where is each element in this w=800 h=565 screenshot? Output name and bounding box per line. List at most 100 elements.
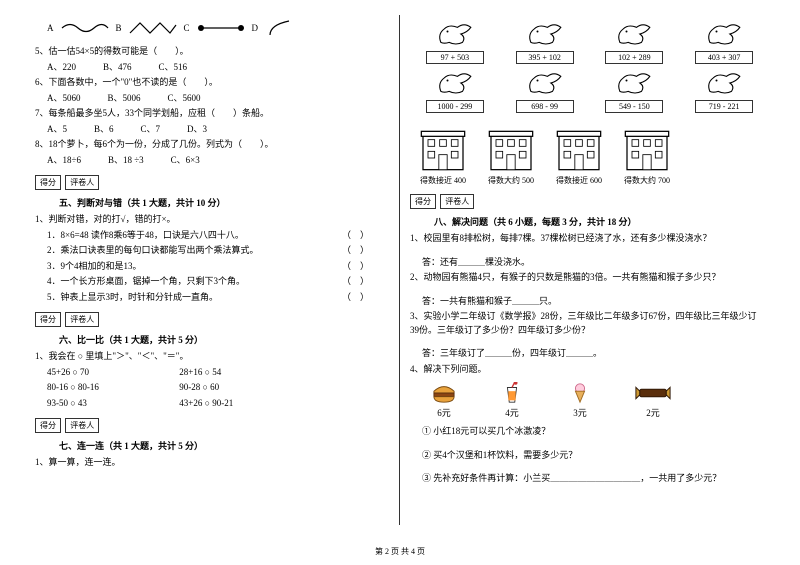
sec6-r1b: 28+16 ○ 54 [179,367,221,377]
sec6-r3a: 93-50 ○ 43 [47,397,177,411]
section-8-title: 八、解决问题（共 6 小题，每题 3 分，共计 18 分） [410,215,765,228]
section-6-title: 六、比一比（共 1 大题，共计 5 分） [35,333,389,346]
score-row-5: 得分 评卷人 [35,175,389,190]
building-icon [622,123,672,173]
sec8-q1: 1、校园里有8排松树，每排7棵。37棵松树已经浇了水，还有多少棵没浇水？ [410,232,765,246]
paren: （ ） [342,291,369,305]
pigeon-item: 698 - 99 [504,68,586,113]
building-icon [554,123,604,173]
right-column: 97 + 503 395 + 102 102 + 289 403 + 307 1… [400,15,775,525]
q7-stem: 7、每条船最多坐5人，33个同学划船，应租（ ）条船。 [35,107,389,121]
expr-box: 1000 - 299 [426,100,484,113]
food-burger: 6元 [430,382,458,419]
pigeon-icon [524,19,566,49]
food-price: 4元 [498,406,526,419]
building-label: 得数大约 500 [486,175,536,186]
arc-line-icon [264,19,294,37]
left-column: A B C D 5、估一估54×5的得数可能是（ ）。 A、220 B、476 … [25,15,400,525]
sec6-r1a: 45+26 ○ 70 [47,366,177,380]
sec6-r2: 80-16 ○ 80-16 90-28 ○ 60 [35,381,389,395]
paren: （ ） [342,275,369,289]
building-item: 得数接近 400 [418,123,468,186]
page-container: A B C D 5、估一估54×5的得数可能是（ ）。 A、220 B、476 … [25,15,775,525]
q5-opts: A、220 B、476 C、516 [35,61,389,75]
shape-options: A B C D [47,19,389,37]
sec8-q4: 4、解决下列问题。 [410,363,765,377]
pigeon-item: 102 + 289 [594,19,676,64]
building-icon [486,123,536,173]
score-box: 得分 [35,418,61,433]
pigeon-icon [434,19,476,49]
page-footer: 第 2 页 共 4 页 [0,546,800,557]
sec5-i4-text: 4．一个长方形桌面，锯掉一个角，只剩下3个角。 [47,276,245,286]
sec5-i1: 1．8×6=48 读作8乘6等于48，口诀是六八四十八。（ ） [35,229,389,243]
grader-box: 评卷人 [440,194,474,209]
option-c-label: C [184,23,190,33]
candy-icon [634,382,672,404]
sec6-r3b: 43+26 ○ 90-21 [179,398,233,408]
building-item: 得数接近 600 [554,123,604,186]
score-box: 得分 [35,175,61,190]
sec8-sub2: ② 买4个汉堡和1杯饮料，需要多少元？ [410,449,765,463]
score-row-6: 得分 评卷人 [35,312,389,327]
sec8-q2: 2、动物园有熊猫4只，有猴子的只数是熊猫的3倍。一共有熊猫和猴子多少只？ [410,271,765,285]
q6-stem: 6、下面各数中，一个"0"也不读的是（ ）。 [35,76,389,90]
option-a-label: A [47,23,54,33]
food-candy: 2元 [634,382,672,419]
food-price: 3元 [566,406,594,419]
food-price: 6元 [430,406,458,419]
sec5-i3: 3．9个4相加的和是13。 （ ） [35,260,389,274]
sec8-a2: 答：一共有熊猫和猴子＿＿＿只。 [410,295,765,309]
paren: （ ） [342,244,369,258]
drink-icon [498,382,526,404]
sec5-i5-text: 5．钟表上显示3时，时针和分针成一直角。 [47,292,218,302]
score-box: 得分 [35,312,61,327]
sec5-i3-text: 3．9个4相加的和是13。 [47,261,142,271]
pigeon-row-2: 1000 - 299 698 - 99 549 - 150 719 - 221 [410,68,765,113]
paren: （ ） [342,260,369,274]
building-label: 得数大约 700 [622,175,672,186]
option-d-label: D [252,23,259,33]
pigeon-icon [613,68,655,98]
sec5-i2-text: 2．乘法口诀表里的每句口诀都能写出两个乘法算式。 [47,245,259,255]
burger-icon [430,382,458,404]
icecream-icon [566,382,594,404]
paren: （ ） [342,229,369,243]
sec6-intro: 1、我会在 ○ 里填上"＞"、"＜"、"＝"。 [35,350,389,364]
pigeon-row-1: 97 + 503 395 + 102 102 + 289 403 + 307 [410,19,765,64]
expr-box: 395 + 102 [516,51,574,64]
sec6-r2a: 80-16 ○ 80-16 [47,381,177,395]
building-item: 得数大约 700 [622,123,672,186]
building-icon [418,123,468,173]
pigeon-icon [434,68,476,98]
sec6-r2b: 90-28 ○ 60 [179,382,219,392]
sec5-intro: 1、判断对错，对的打√，错的打×。 [35,213,389,227]
expr-box: 698 - 99 [516,100,574,113]
sec8-sub1: ① 小红18元可以买几个冰激凌？ [410,425,765,439]
expr-box: 97 + 503 [426,51,484,64]
pigeon-item: 549 - 150 [594,68,676,113]
pigeon-icon [524,68,566,98]
score-box: 得分 [410,194,436,209]
food-icecream: 3元 [566,382,594,419]
pigeon-item: 97 + 503 [414,19,496,64]
pigeon-item: 395 + 102 [504,19,586,64]
grader-box: 评卷人 [65,175,99,190]
food-drink: 4元 [498,382,526,419]
pigeon-item: 1000 - 299 [414,68,496,113]
sec5-i4: 4．一个长方形桌面，锯掉一个角，只剩下3个角。 （ ） [35,275,389,289]
q8-opts: A、18÷6 B、18 ÷3 C、6×3 [35,154,389,168]
pigeon-icon [613,19,655,49]
pigeon-icon [703,19,745,49]
food-row: 6元 4元 3元 2元 [410,382,765,419]
grader-box: 评卷人 [65,312,99,327]
sec6-r3: 93-50 ○ 43 43+26 ○ 90-21 [35,397,389,411]
pigeon-icon [703,68,745,98]
pigeon-item: 719 - 221 [683,68,765,113]
building-label: 得数接近 600 [554,175,604,186]
section-5-title: 五、判断对与错（共 1 大题，共计 10 分） [35,196,389,209]
q7-opts: A、5 B、6 C、7 D、3 [35,123,389,137]
pigeon-item: 403 + 307 [683,19,765,64]
score-row-7: 得分 评卷人 [35,418,389,433]
sec6-r1: 45+26 ○ 70 28+16 ○ 54 [35,366,389,380]
